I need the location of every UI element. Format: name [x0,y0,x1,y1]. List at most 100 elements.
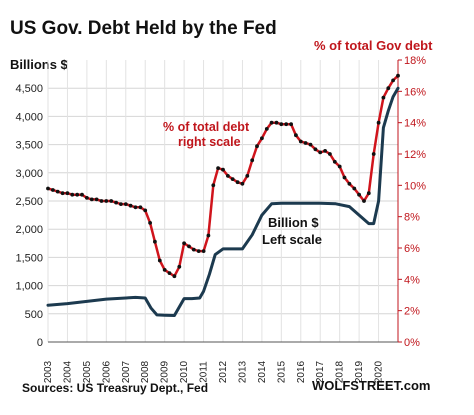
pct-data-point [298,139,303,144]
pct-data-point [211,183,216,188]
annotation-pct-line2: right scale [178,135,241,149]
pct-data-point [85,196,89,200]
pct-data-point [206,233,211,238]
right-tick-label: 12% [404,149,426,161]
x-tick-label: 2012 [218,360,229,383]
x-tick-label: 2011 [199,361,210,383]
annotation-billion-line2: Left scale [262,232,322,247]
pct-data-point [313,147,318,152]
pct-data-point [357,192,361,197]
pct-data-point [386,86,391,91]
pct-data-point [294,133,298,138]
x-tick-label: 2010 [179,360,190,383]
pct-data-point [362,199,366,203]
right-tick-label: 0% [404,337,420,349]
pct-data-point [250,158,255,163]
pct-data-point [328,152,332,156]
pct-data-point [269,120,274,125]
pct-data-point [342,175,347,180]
pct-data-point [70,192,75,197]
pct-data-point [80,192,84,197]
left-tick-label: 4,000 [15,111,43,123]
pct-data-point [109,199,114,203]
x-tick-label: 2006 [101,360,112,383]
pct-data-point [396,73,400,78]
pct-data-point [284,122,289,127]
left-axis-label: Billions $ [10,57,69,72]
pct-data-point [138,205,143,210]
pct-data-point [187,244,191,249]
left-tick-label: 500 [25,309,43,321]
annotation-billion-line1: Billion $ [268,215,319,230]
pct-data-point [153,239,157,244]
pct-data-point [216,166,221,171]
x-tick-label: 2005 [82,360,93,383]
pct-data-point [201,249,206,254]
pct-data-point [143,208,148,213]
pct-data-point [46,186,50,191]
pct-data-point [226,174,230,178]
pct-data-point [60,191,65,196]
pct-data-point [167,271,172,275]
pct-data-point [366,191,371,196]
pct-data-point [133,205,138,210]
x-tick-label: 2007 [121,360,132,383]
right-axis-ticks: 0% 2% 4% 6% 8% 10% 12% 14% 16% 18% [398,55,426,349]
left-tick-label: 3,000 [15,168,43,180]
billion-series-line [46,86,400,317]
pct-data-point [123,202,128,207]
source-note: Sources: US Treasruy Dept., Fed [22,381,208,395]
pct-data-point [391,78,395,83]
pct-data-point [308,142,313,147]
x-tick-label: 2014 [257,360,268,383]
x-tick-label: 2008 [140,360,151,383]
left-tick-label: 4,500 [15,83,43,95]
pct-data-point [352,186,357,191]
annotation-pct-line1: % of total debt [163,120,250,134]
pct-data-point [119,202,123,207]
pct-data-point [191,247,196,252]
pct-data-point [94,197,99,202]
x-tick-label: 2020 [374,360,385,383]
right-tick-label: 8% [404,212,420,224]
pct-data-point [347,181,352,186]
brand-label: WOLFSTREET.com [312,378,430,393]
pct-data-point [245,174,250,178]
left-tick-label: 1,000 [15,281,43,293]
pct-data-point [172,274,177,279]
pct-data-point [157,258,162,263]
pct-data-point [289,122,293,127]
pct-data-point [177,264,182,269]
pct-data-point [240,181,245,186]
pct-data-point [99,199,104,203]
pct-data-point [381,95,386,100]
left-tick-label: 2,500 [15,196,43,208]
x-tick-label: 2017 [315,360,326,383]
x-tick-label: 2018 [335,360,346,383]
series-layer [46,73,400,317]
x-tick-label: 2015 [276,360,287,383]
right-tick-label: 6% [404,243,420,255]
pct-data-point [196,249,201,254]
pct-data-point [264,126,269,131]
pct-data-point [332,159,337,164]
pct-data-point [114,200,118,205]
x-tick-label: 2013 [237,360,248,383]
pct-data-point [318,150,323,155]
pct-data-point [279,122,284,127]
x-tick-label: 2003 [43,360,54,383]
right-tick-label: 4% [404,274,420,286]
pct-data-point [162,268,167,272]
pct-data-point [65,191,70,196]
x-axis-ticks: 2003 2004 2005 2006 2007 2008 2009 2010 2011 2012… [43,360,385,383]
pct-data-point [128,203,133,208]
pct-data-point [371,152,376,156]
pct-data-point [323,149,327,153]
pct-data-point [221,167,225,172]
left-tick-label: 1,500 [15,252,43,264]
x-tick-label: 2019 [354,360,365,383]
pct-data-point [55,189,60,194]
pct-data-point [260,136,264,141]
pct-data-point [182,241,187,246]
